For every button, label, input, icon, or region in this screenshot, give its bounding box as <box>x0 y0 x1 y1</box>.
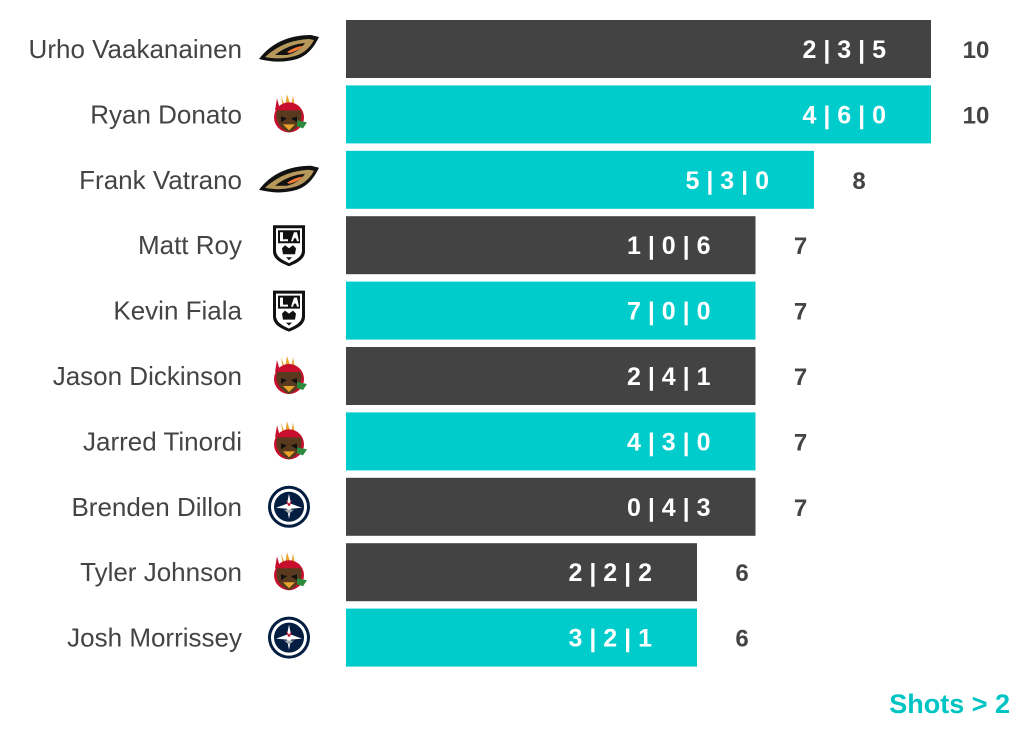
breakdown-label: 1 | 0 | 6 <box>627 232 710 260</box>
bar <box>346 20 931 78</box>
player-name-label: Josh Morrissey <box>67 623 242 653</box>
breakdown-label: 7 | 0 | 0 <box>627 298 710 326</box>
value-label: 7 <box>794 429 807 456</box>
bar <box>346 216 756 275</box>
kings-icon <box>273 290 305 332</box>
breakdown-label: 2 | 4 | 1 <box>627 363 711 391</box>
player-name-label: Jason Dickinson <box>53 361 242 391</box>
value-label: 8 <box>852 168 865 195</box>
player-name-label: Kevin Fiala <box>113 296 242 326</box>
bar <box>346 608 697 667</box>
value-label: 10 <box>963 102 990 129</box>
player-name-label: Matt Roy <box>138 230 242 260</box>
value-label: 10 <box>963 37 990 64</box>
bar <box>346 543 697 602</box>
bar <box>346 281 756 340</box>
ducks-icon <box>259 35 319 62</box>
jets-icon <box>268 616 310 659</box>
breakdown-label: 3 | 2 | 1 <box>569 625 653 653</box>
breakdown-label: 0 | 4 | 3 <box>627 494 710 522</box>
bar <box>346 412 756 471</box>
bar <box>346 477 756 536</box>
bar <box>346 347 756 405</box>
bar <box>346 150 814 209</box>
player-name-label: Urho Vaakanainen <box>29 34 242 64</box>
value-label: 6 <box>735 626 748 653</box>
breakdown-label: 4 | 3 | 0 <box>627 428 710 456</box>
player-name-label: Jarred Tinordi <box>83 426 242 456</box>
bar <box>346 85 931 144</box>
breakdown-label: 2 | 2 | 2 <box>569 559 652 587</box>
player-name-label: Frank Vatrano <box>79 165 242 195</box>
breakdown-label: 5 | 3 | 0 <box>686 167 769 195</box>
blackhawks-icon <box>274 94 307 133</box>
value-label: 7 <box>794 495 807 522</box>
player-name-label: Brenden Dillon <box>71 492 242 522</box>
breakdown-label: 2 | 3 | 5 <box>803 36 887 64</box>
player-name-label: Ryan Donato <box>90 99 242 129</box>
kings-icon <box>273 225 305 267</box>
ducks-icon <box>259 165 319 193</box>
blackhawks-icon <box>274 421 307 460</box>
footnote-label: Shots > 2 <box>889 689 1010 719</box>
blackhawks-icon <box>274 552 307 591</box>
player-name-label: Tyler Johnson <box>80 557 242 587</box>
jets-icon <box>268 485 310 528</box>
breakdown-label: 4 | 6 | 0 <box>803 101 886 129</box>
value-label: 7 <box>794 364 807 391</box>
value-label: 7 <box>794 299 807 326</box>
value-label: 6 <box>735 560 748 587</box>
value-label: 7 <box>794 233 807 260</box>
blackhawks-icon <box>274 356 307 394</box>
